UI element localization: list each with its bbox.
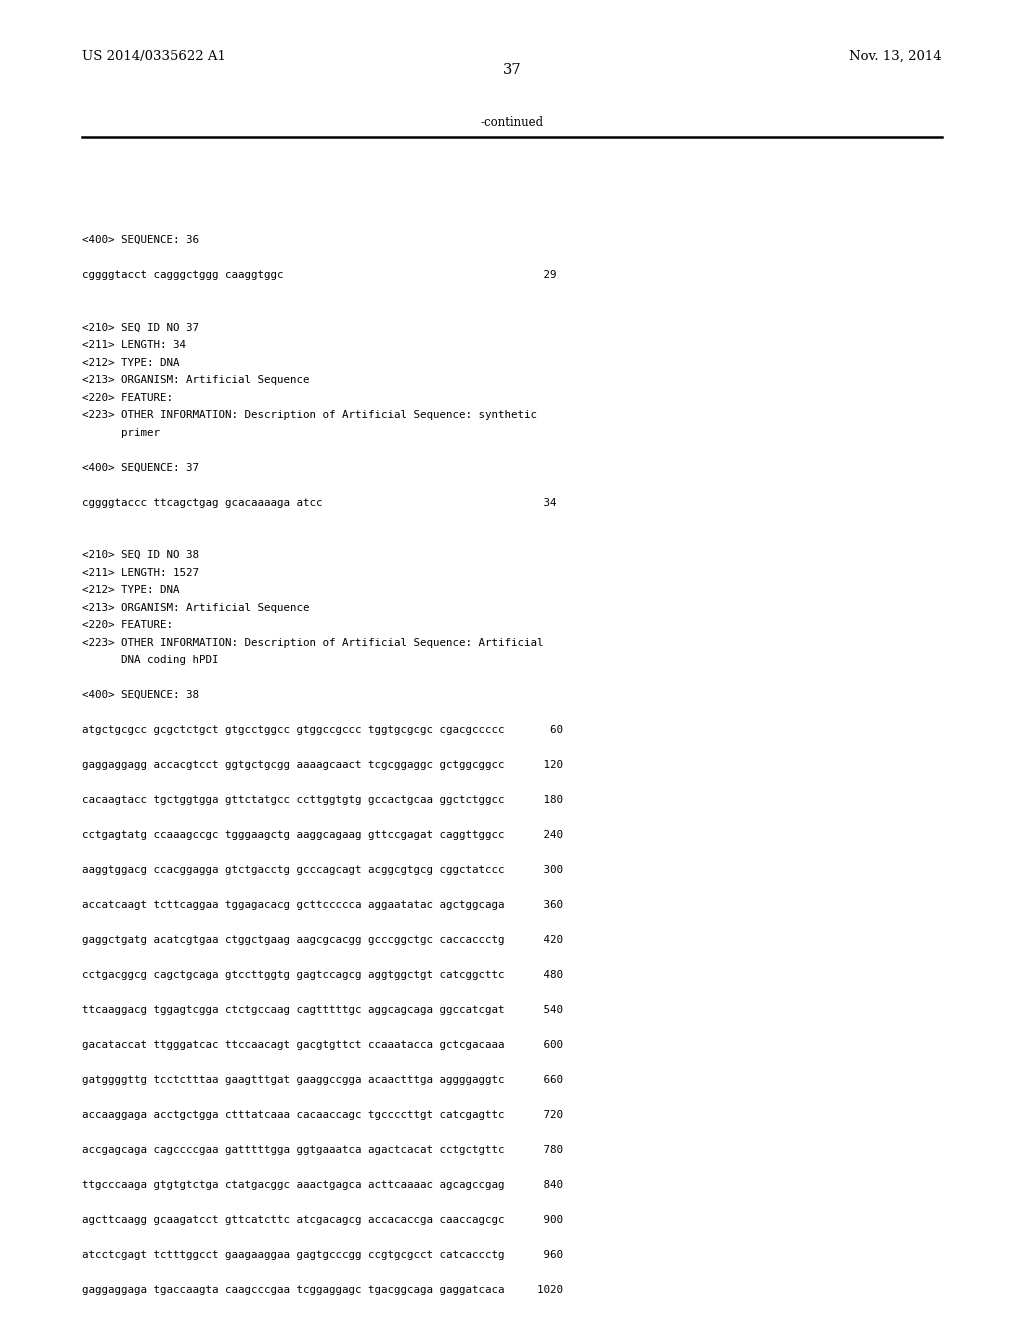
Text: cggggtacct cagggctggg caaggtggc                                        29: cggggtacct cagggctggg caaggtggc 29 xyxy=(82,271,556,280)
Text: <211> LENGTH: 1527: <211> LENGTH: 1527 xyxy=(82,568,199,578)
Text: <212> TYPE: DNA: <212> TYPE: DNA xyxy=(82,585,179,595)
Text: <400> SEQUENCE: 37: <400> SEQUENCE: 37 xyxy=(82,462,199,473)
Text: primer: primer xyxy=(82,428,160,437)
Text: agcttcaagg gcaagatcct gttcatcttc atcgacagcg accacaccga caaccagcgc      900: agcttcaagg gcaagatcct gttcatcttc atcgaca… xyxy=(82,1214,563,1225)
Text: Nov. 13, 2014: Nov. 13, 2014 xyxy=(850,50,942,63)
Text: cggggtaccc ttcagctgag gcacaaaaga atcc                                  34: cggggtaccc ttcagctgag gcacaaaaga atcc 34 xyxy=(82,498,556,507)
Text: aaggtggacg ccacggagga gtctgacctg gcccagcagt acggcgtgcg cggctatccc      300: aaggtggacg ccacggagga gtctgacctg gcccagc… xyxy=(82,865,563,875)
Text: accgagcaga cagccccgaa gatttttgga ggtgaaatca agactcacat cctgctgttc      780: accgagcaga cagccccgaa gatttttgga ggtgaaa… xyxy=(82,1144,563,1155)
Text: gaggctgatg acatcgtgaa ctggctgaag aagcgcacgg gcccggctgc caccaccctg      420: gaggctgatg acatcgtgaa ctggctgaag aagcgca… xyxy=(82,935,563,945)
Text: <211> LENGTH: 34: <211> LENGTH: 34 xyxy=(82,341,186,350)
Text: <223> OTHER INFORMATION: Description of Artificial Sequence: synthetic: <223> OTHER INFORMATION: Description of … xyxy=(82,411,537,420)
Text: -continued: -continued xyxy=(480,116,544,129)
Text: accatcaagt tcttcaggaa tggagacacg gcttccccca aggaatatac agctggcaga      360: accatcaagt tcttcaggaa tggagacacg gcttccc… xyxy=(82,900,563,909)
Text: DNA coding hPDI: DNA coding hPDI xyxy=(82,655,218,665)
Text: <212> TYPE: DNA: <212> TYPE: DNA xyxy=(82,358,179,367)
Text: <220> FEATURE:: <220> FEATURE: xyxy=(82,620,173,630)
Text: atgctgcgcc gcgctctgct gtgcctggcc gtggccgccc tggtgcgcgc cgacgccccc       60: atgctgcgcc gcgctctgct gtgcctggcc gtggccg… xyxy=(82,725,563,735)
Text: US 2014/0335622 A1: US 2014/0335622 A1 xyxy=(82,50,226,63)
Text: <213> ORGANISM: Artificial Sequence: <213> ORGANISM: Artificial Sequence xyxy=(82,375,309,385)
Text: <220> FEATURE:: <220> FEATURE: xyxy=(82,392,173,403)
Text: gatggggttg tcctctttaa gaagtttgat gaaggccgga acaactttga aggggaggtc      660: gatggggttg tcctctttaa gaagtttgat gaaggcc… xyxy=(82,1074,563,1085)
Text: gaggaggaga tgaccaagta caagcccgaa tcggaggagc tgacggcaga gaggatcaca     1020: gaggaggaga tgaccaagta caagcccgaa tcggagg… xyxy=(82,1284,563,1295)
Text: gacataccat ttgggatcac ttccaacagt gacgtgttct ccaaatacca gctcgacaaa      600: gacataccat ttgggatcac ttccaacagt gacgtgt… xyxy=(82,1040,563,1049)
Text: 37: 37 xyxy=(503,63,521,78)
Text: <400> SEQUENCE: 38: <400> SEQUENCE: 38 xyxy=(82,690,199,700)
Text: <210> SEQ ID NO 38: <210> SEQ ID NO 38 xyxy=(82,550,199,560)
Text: gaggaggagg accacgtcct ggtgctgcgg aaaagcaact tcgcggaggc gctggcggcc      120: gaggaggagg accacgtcct ggtgctgcgg aaaagca… xyxy=(82,760,563,770)
Text: atcctcgagt tctttggcct gaagaaggaa gagtgcccgg ccgtgcgcct catcaccctg      960: atcctcgagt tctttggcct gaagaaggaa gagtgcc… xyxy=(82,1250,563,1261)
Text: <223> OTHER INFORMATION: Description of Artificial Sequence: Artificial: <223> OTHER INFORMATION: Description of … xyxy=(82,638,544,648)
Text: cacaagtacc tgctggtgga gttctatgcc ccttggtgtg gccactgcaa ggctctggcc      180: cacaagtacc tgctggtgga gttctatgcc ccttggt… xyxy=(82,795,563,805)
Text: ttgcccaaga gtgtgtctga ctatgacggc aaactgagca acttcaaaac agcagccgag      840: ttgcccaaga gtgtgtctga ctatgacggc aaactga… xyxy=(82,1180,563,1191)
Text: <213> ORGANISM: Artificial Sequence: <213> ORGANISM: Artificial Sequence xyxy=(82,602,309,612)
Text: cctgagtatg ccaaagccgc tgggaagctg aaggcagaag gttccgagat caggttggcc      240: cctgagtatg ccaaagccgc tgggaagctg aaggcag… xyxy=(82,830,563,840)
Text: <400> SEQUENCE: 36: <400> SEQUENCE: 36 xyxy=(82,235,199,246)
Text: accaaggaga acctgctgga ctttatcaaa cacaaccagc tgccccttgt catcgagttc      720: accaaggaga acctgctgga ctttatcaaa cacaacc… xyxy=(82,1110,563,1119)
Text: <210> SEQ ID NO 37: <210> SEQ ID NO 37 xyxy=(82,322,199,333)
Text: ttcaaggacg tggagtcgga ctctgccaag cagtttttgc aggcagcaga ggccatcgat      540: ttcaaggacg tggagtcgga ctctgccaag cagtttt… xyxy=(82,1005,563,1015)
Text: cctgacggcg cagctgcaga gtccttggtg gagtccagcg aggtggctgt catcggcttc      480: cctgacggcg cagctgcaga gtccttggtg gagtcca… xyxy=(82,970,563,979)
